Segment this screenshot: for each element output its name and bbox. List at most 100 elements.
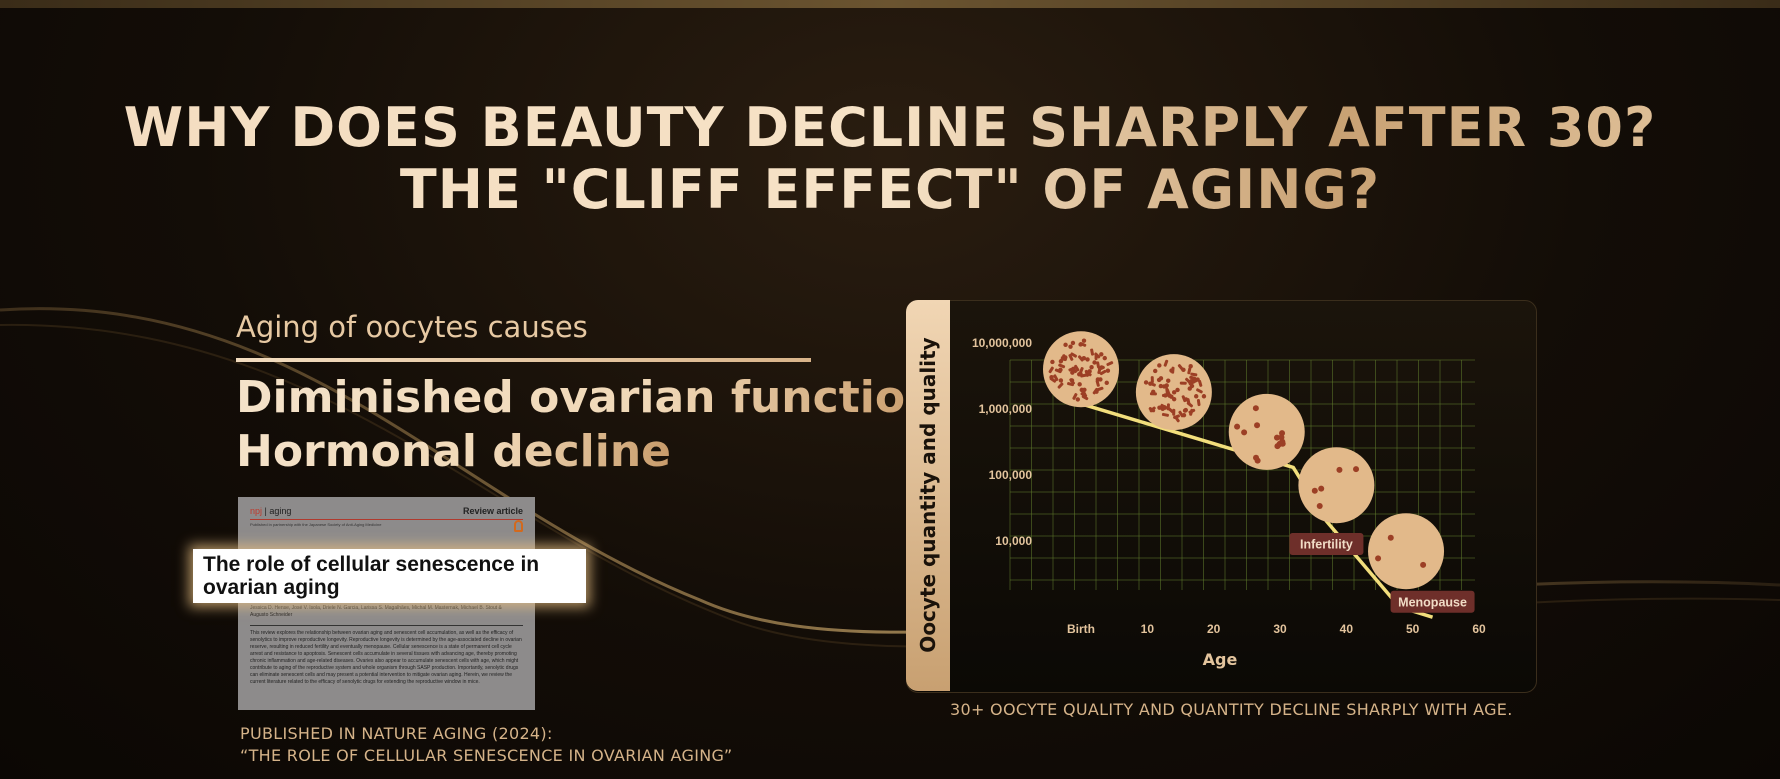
- y-tick-label: 10,000,000: [972, 336, 1032, 350]
- annotation-box: [1289, 533, 1364, 556]
- y-tick-label: 10,000: [995, 534, 1032, 548]
- oocyte-granule: [1196, 388, 1203, 394]
- oocyte-granule: [1077, 382, 1082, 387]
- oocyte-granule: [1072, 393, 1078, 400]
- x-tick-label: 30: [1273, 622, 1287, 636]
- section-divider: [236, 358, 811, 362]
- oocyte-granule: [1077, 372, 1082, 377]
- oocyte-granule: [1096, 386, 1104, 392]
- oocyte-granule: [1234, 423, 1241, 430]
- oocyte-granule: [1420, 561, 1427, 568]
- oocyte-granule: [1166, 403, 1170, 411]
- oocyte-granule: [1058, 363, 1066, 369]
- oocyte-granule: [1181, 395, 1187, 403]
- oocyte-granule: [1068, 344, 1073, 349]
- x-tick-label: 40: [1340, 622, 1354, 636]
- oocyte-granule: [1099, 352, 1104, 357]
- oocyte-granule: [1387, 534, 1394, 541]
- y-tick-label: 1,000,000: [979, 402, 1033, 416]
- oocyte-granule: [1175, 387, 1180, 393]
- header-rule: [250, 519, 523, 520]
- oocyte-granule: [1149, 392, 1157, 396]
- oocyte-granule: [1181, 367, 1186, 373]
- annotation-infertility: Infertility: [1289, 533, 1364, 556]
- y-axis-label-bar: [906, 300, 950, 691]
- oocyte-granule: [1069, 378, 1075, 385]
- oocyte-granule: [1375, 555, 1382, 562]
- oocyte-granule: [1161, 412, 1169, 417]
- x-tick-label: 50: [1406, 622, 1420, 636]
- oocyte-granule: [1253, 454, 1260, 461]
- oocyte-granule: [1157, 363, 1162, 368]
- journal-brand: npj: [250, 506, 263, 516]
- oocyte-granule: [1085, 370, 1092, 377]
- oocyte-15-icon: [1135, 354, 1212, 431]
- oocyte-granule: [1316, 503, 1323, 510]
- oocyte-granule: [1063, 342, 1068, 348]
- oocyte-granule: [1099, 369, 1107, 376]
- oocyte-granule: [1254, 422, 1261, 429]
- oocyte-granule: [1143, 380, 1149, 385]
- oocyte-granule: [1078, 367, 1084, 374]
- oocyte-granule: [1187, 386, 1192, 391]
- oocyte-granule: [1068, 353, 1074, 361]
- x-tick-label: Birth: [1067, 622, 1095, 636]
- oocyte-granule: [1082, 387, 1087, 392]
- oocyte-40-icon: [1298, 447, 1375, 524]
- oocyte-granule: [1279, 440, 1286, 447]
- oocyte-granule: [1089, 365, 1094, 370]
- effect-1: Diminished ovarian function: [236, 372, 937, 423]
- oocyte-granule: [1081, 355, 1087, 361]
- oocyte-granule: [1054, 368, 1062, 374]
- oocyte-granule: [1183, 407, 1188, 413]
- annotation-label: Menopause: [1398, 595, 1467, 609]
- oocyte-granule: [1187, 367, 1192, 375]
- oocyte-granule: [1188, 380, 1196, 386]
- oocyte-cell: [1368, 513, 1445, 590]
- y-tick-label: 100,000: [989, 468, 1033, 482]
- oocyte-granule: [1106, 361, 1114, 367]
- oocyte-granule: [1185, 377, 1192, 384]
- oocyte-granule: [1167, 393, 1172, 398]
- oocyte-granule: [1058, 378, 1064, 383]
- oocyte-granule: [1070, 340, 1076, 346]
- oocyte-granule: [1074, 364, 1080, 372]
- oocyte-granule: [1062, 354, 1067, 362]
- oocyte-granule: [1353, 466, 1360, 473]
- paper-title-callout: The role of cellular senescence in ovari…: [193, 549, 586, 603]
- oocyte-granule: [1194, 394, 1199, 399]
- oocyte-granule: [1049, 374, 1054, 380]
- oocyte-granule: [1171, 366, 1175, 374]
- oocyte-granule: [1081, 389, 1087, 396]
- oocyte-granule: [1186, 398, 1191, 406]
- paper-thumbnail: npj | aging Review article Published in …: [238, 497, 535, 710]
- article-type: Review article: [462, 506, 523, 516]
- oocyte-granule: [1098, 365, 1105, 371]
- oocyte-granule: [1092, 360, 1097, 365]
- annotation-menopause: Menopause: [1390, 590, 1475, 613]
- oocyte-granule: [1241, 429, 1248, 436]
- oocyte-granule: [1158, 383, 1164, 389]
- oocyte-granule: [1173, 414, 1180, 419]
- oocyte-granule: [1096, 361, 1101, 369]
- oocyte-granule: [1085, 357, 1090, 362]
- oocyte-50-icon: [1368, 513, 1445, 590]
- oocyte-cell: [1298, 447, 1375, 524]
- oocyte-granule: [1198, 379, 1203, 387]
- oocyte-granule: [1153, 368, 1158, 374]
- paper-separator: [250, 625, 523, 626]
- effect-2: Hormonal decline: [236, 426, 671, 477]
- oocyte-granule: [1196, 399, 1201, 407]
- oocyte-granule: [1070, 367, 1076, 373]
- oocyte-granule: [1050, 359, 1055, 365]
- oocyte-granule: [1077, 355, 1084, 362]
- section-subheading: Aging of oocytes causes: [236, 310, 588, 344]
- x-tick-label: 20: [1207, 622, 1221, 636]
- oocyte-granule: [1094, 353, 1098, 361]
- oocyte-granule: [1105, 368, 1111, 373]
- oocyte-granule: [1273, 434, 1280, 441]
- x-tick-label: 60: [1472, 622, 1486, 636]
- oocyte-granule: [1171, 390, 1177, 395]
- oocyte-birth-icon: [1043, 331, 1119, 408]
- x-tick-label: 10: [1141, 622, 1155, 636]
